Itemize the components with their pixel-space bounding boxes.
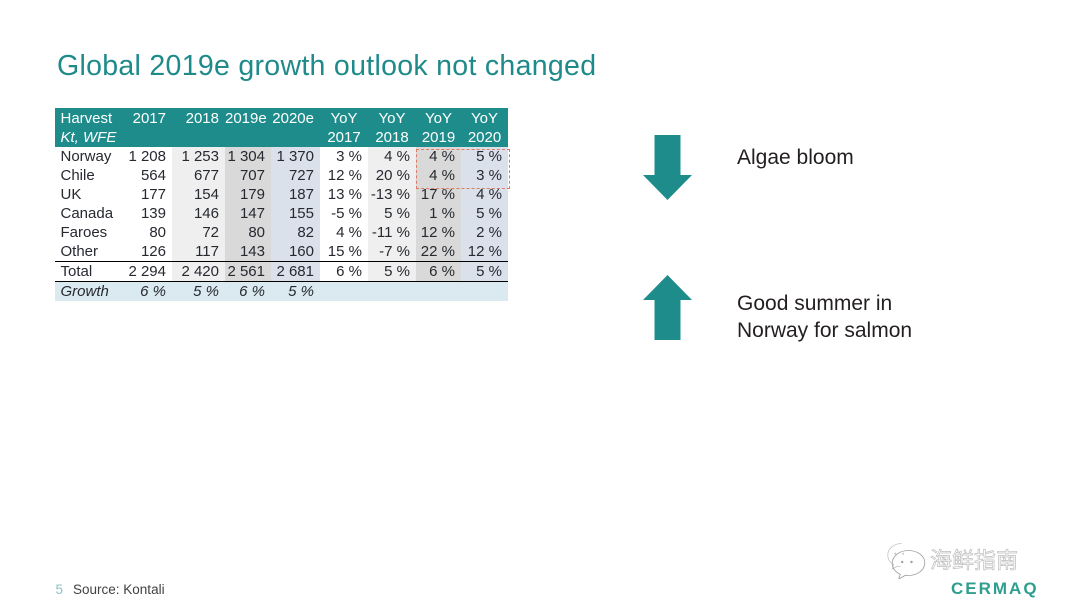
svg-text:海鲜指南: 海鲜指南 — [930, 548, 1018, 573]
